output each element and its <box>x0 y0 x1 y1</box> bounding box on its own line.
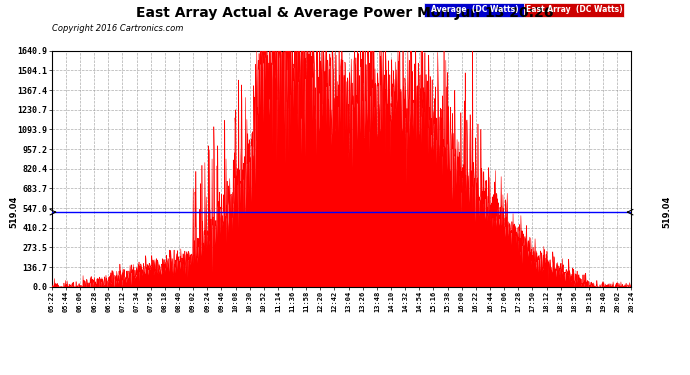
Text: Average  (DC Watts): Average (DC Watts) <box>431 5 518 14</box>
Text: 519.04: 519.04 <box>662 196 672 228</box>
Text: 519.04: 519.04 <box>9 196 19 228</box>
Text: East Array  (DC Watts): East Array (DC Watts) <box>526 5 623 14</box>
Text: Copyright 2016 Cartronics.com: Copyright 2016 Cartronics.com <box>52 24 183 33</box>
Text: East Array Actual & Average Power Mon Jun 13 20:26: East Array Actual & Average Power Mon Ju… <box>136 6 554 20</box>
